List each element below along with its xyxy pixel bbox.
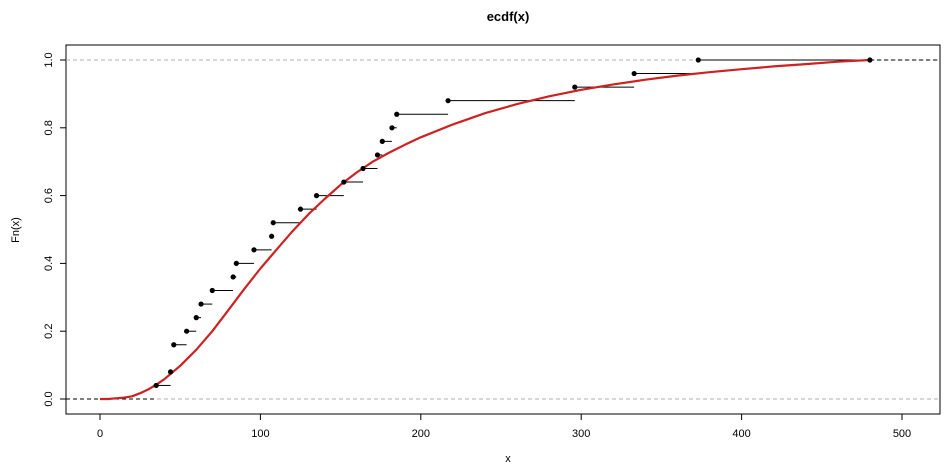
y-tick-label-5: 1.0 — [43, 52, 55, 67]
x-tick-label-2: 200 — [412, 428, 430, 440]
step-point-11 — [270, 220, 276, 226]
step-point-5 — [198, 301, 204, 307]
step-point-7 — [230, 274, 236, 280]
plot-frame — [65, 44, 941, 415]
step-point-24 — [867, 57, 873, 63]
x-tick-label-5: 500 — [893, 428, 911, 440]
step-point-19 — [394, 111, 400, 117]
step-point-0 — [153, 382, 159, 389]
step-point-21 — [572, 84, 578, 90]
step-point-4 — [193, 315, 199, 321]
y-tick-label-3: 0.6 — [43, 188, 55, 203]
plot-area: 0 100 200 300 400 500 0.0 0.2 0.4 0.6 0.8 1.0 — [43, 44, 941, 440]
step-point-12 — [297, 206, 304, 212]
x-axis-label: x — [505, 453, 511, 465]
step-point-17 — [379, 138, 385, 144]
y-tick-label-1: 0.2 — [43, 324, 55, 339]
step-point-16 — [374, 152, 381, 158]
y-tick-label-4: 0.8 — [43, 120, 55, 135]
x-tick-label-0: 0 — [97, 428, 103, 440]
step-point-10 — [269, 233, 275, 239]
x-tick-label-1: 100 — [251, 428, 269, 440]
step-point-15 — [360, 165, 366, 172]
y-tick-label-0: 0.0 — [43, 391, 55, 406]
step-point-1 — [167, 369, 174, 375]
y-axis-label: Fn(x) — [10, 217, 22, 243]
step-point-20 — [445, 98, 451, 104]
fitted-cdf-line — [100, 58, 870, 401]
step-point-23 — [695, 57, 701, 63]
y-tick-label-2: 0.4 — [43, 256, 55, 271]
step-point-8 — [233, 260, 239, 266]
step-point-6 — [209, 287, 215, 294]
step-point-2 — [171, 342, 177, 348]
step-point-3 — [184, 328, 190, 334]
step-point-22 — [631, 70, 637, 77]
x-tick-label-4: 400 — [732, 428, 750, 440]
x-tick-label-3: 300 — [572, 428, 590, 440]
step-point-9 — [251, 247, 257, 253]
chart-title: ecdf(x) — [487, 9, 530, 24]
step-point-18 — [389, 125, 395, 131]
step-point-13 — [313, 193, 320, 199]
step-point-14 — [341, 179, 347, 185]
